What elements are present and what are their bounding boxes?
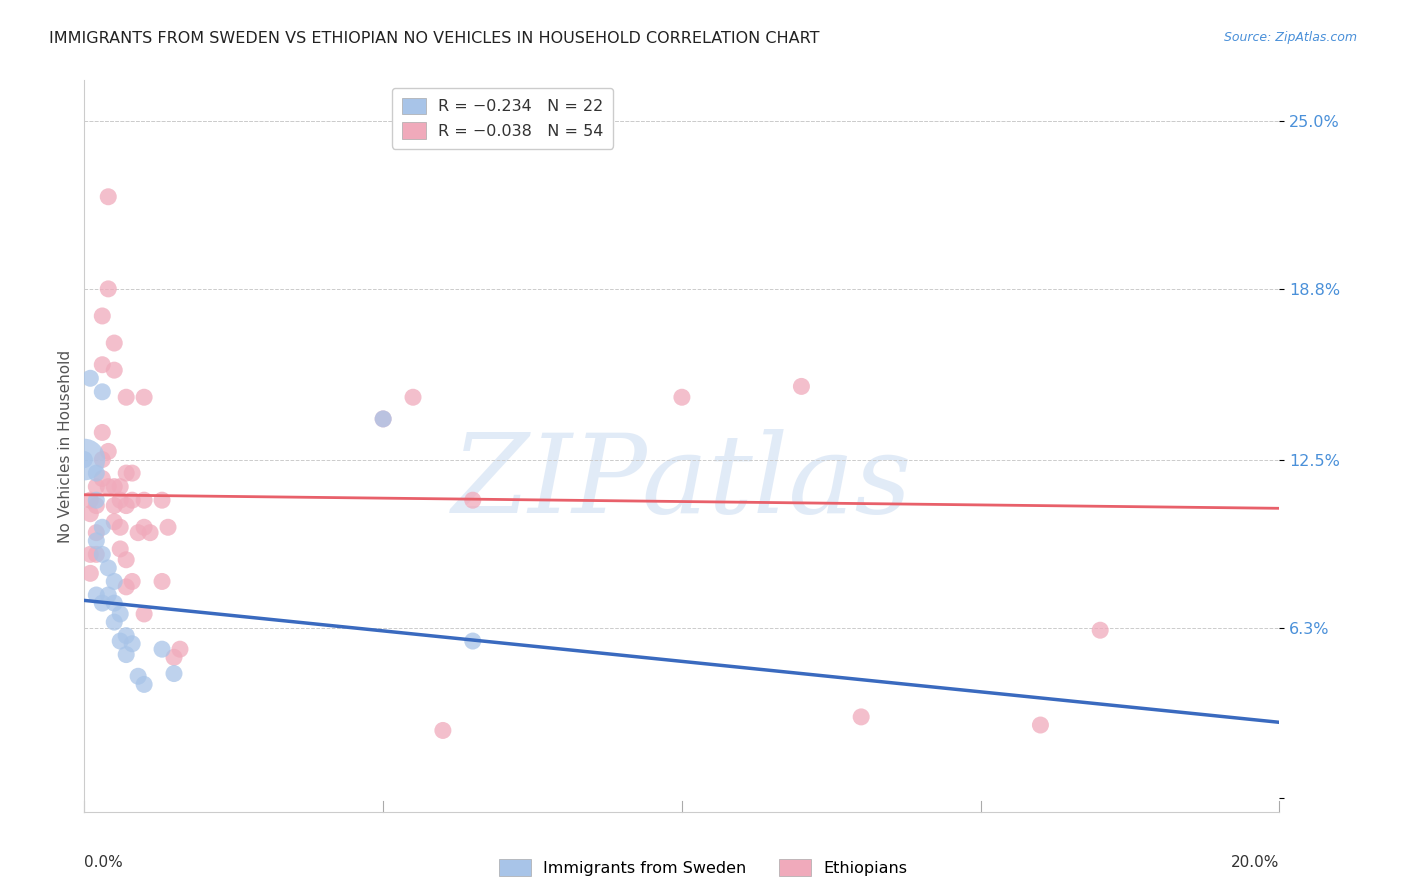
Point [91,425,114,440]
Point [97,444,120,458]
Point [132,677,156,691]
Point [103,363,125,377]
Point [163,650,186,665]
Point [402,390,425,404]
Point [103,499,125,513]
Point [91,358,114,372]
Point [115,499,138,513]
Point [73,452,96,467]
Point [851,710,873,724]
Point [115,648,138,662]
Point [1090,624,1112,638]
Point [110,607,132,621]
Point [79,371,101,385]
Point [103,615,125,629]
Point [97,561,120,575]
Point [1029,718,1052,732]
Point [139,525,162,540]
Point [97,588,120,602]
Point [86,547,108,561]
Point [132,390,156,404]
Point [373,412,395,426]
Point [110,493,132,508]
Point [103,480,125,494]
Point [132,520,156,534]
Point [110,634,132,648]
Point [79,566,101,581]
Point [121,574,143,589]
Point [121,493,143,508]
Point [86,525,108,540]
Point [91,596,114,610]
Point [91,384,114,399]
Point [91,520,114,534]
Point [97,190,120,204]
Point [169,642,191,657]
Point [103,574,125,589]
Point [86,466,108,480]
Point [157,520,180,534]
Point [461,493,484,508]
Point [97,282,120,296]
Point [103,515,125,529]
Point [91,471,114,485]
Point [86,499,108,513]
Point [121,466,143,480]
Point [86,533,108,548]
Text: ZIPatlas: ZIPatlas [451,429,912,536]
Point [97,480,120,494]
Point [79,493,101,508]
Text: 0.0%: 0.0% [84,855,124,870]
Point [86,493,108,508]
Point [671,390,693,404]
Point [103,596,125,610]
Point [79,507,101,521]
Point [79,547,101,561]
Point [432,723,454,738]
Point [115,390,138,404]
Point [86,480,108,494]
Point [110,520,132,534]
Point [121,637,143,651]
Point [73,452,96,467]
Point [163,666,186,681]
Point [150,493,173,508]
Point [150,574,173,589]
Point [86,588,108,602]
Point [132,607,156,621]
Point [91,452,114,467]
Point [373,412,395,426]
Point [103,336,125,351]
Legend: Immigrants from Sweden, Ethiopians: Immigrants from Sweden, Ethiopians [491,852,915,884]
Point [127,525,149,540]
Text: 20.0%: 20.0% [1232,855,1279,870]
Point [127,669,149,683]
Point [115,553,138,567]
Point [110,541,132,556]
Legend: R = −0.234   N = 22, R = −0.038   N = 54: R = −0.234 N = 22, R = −0.038 N = 54 [392,88,613,149]
Point [150,642,173,657]
Point [461,634,484,648]
Point [91,309,114,323]
Text: Source: ZipAtlas.com: Source: ZipAtlas.com [1223,31,1357,45]
Point [115,580,138,594]
Point [91,547,114,561]
Point [110,480,132,494]
Text: IMMIGRANTS FROM SWEDEN VS ETHIOPIAN NO VEHICLES IN HOUSEHOLD CORRELATION CHART: IMMIGRANTS FROM SWEDEN VS ETHIOPIAN NO V… [49,31,820,46]
Point [132,493,156,508]
Point [790,379,813,393]
Y-axis label: No Vehicles in Household: No Vehicles in Household [58,350,73,542]
Point [115,629,138,643]
Point [115,466,138,480]
